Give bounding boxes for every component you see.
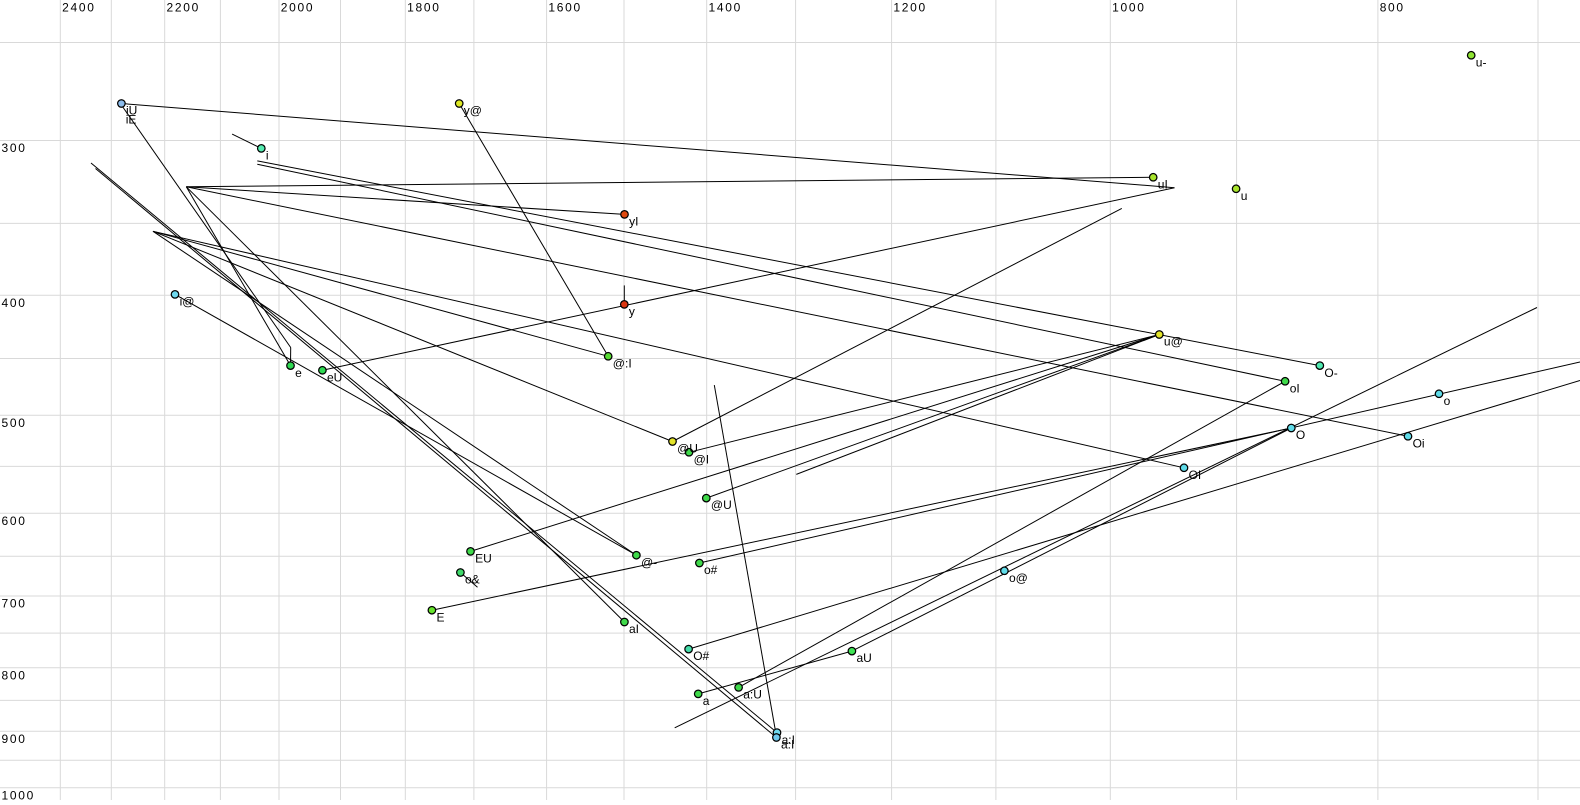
svg-text:a:U: a:U [743,688,762,702]
svg-text:o#: o# [704,563,718,577]
svg-text:500: 500 [2,416,27,430]
svg-text:O-: O- [1324,366,1337,380]
svg-text:@-: @- [641,555,657,569]
svg-text:1000: 1000 [1112,1,1146,15]
svg-text:300: 300 [2,141,27,155]
svg-text:1000: 1000 [2,789,36,801]
svg-text:O#: O# [693,649,709,663]
svg-text:EU: EU [475,552,492,566]
svg-text:o&: o& [465,573,480,587]
svg-text:600: 600 [2,514,27,528]
svg-text:a: a [703,694,710,708]
svg-text:u: u [1241,189,1248,203]
svg-text:o@: o@ [1009,571,1028,585]
svg-text:1800: 1800 [407,1,441,15]
svg-text:o: o [1444,394,1451,408]
svg-text:400: 400 [2,296,27,310]
svg-text:y: y [629,305,635,319]
svg-text:700: 700 [2,597,27,611]
svg-text:1200: 1200 [893,1,927,15]
svg-text:i@: i@ [180,295,195,309]
svg-text:Oi: Oi [1413,436,1425,450]
svg-text:2200: 2200 [167,1,201,15]
svg-text:y@: y@ [464,104,482,118]
svg-text:1600: 1600 [548,1,582,15]
svg-text:i: i [266,149,269,163]
svg-text:E: E [437,610,445,624]
svg-text:aI: aI [629,622,639,636]
svg-text:oI: oI [1290,381,1300,395]
svg-text:e: e [295,366,302,380]
svg-text:@:I: @:I [613,356,632,370]
svg-text:uI: uI [1158,178,1168,192]
svg-text:O: O [1296,428,1305,442]
svg-text:a:I: a:I [781,738,794,752]
svg-text:aU: aU [857,651,872,665]
svg-text:eU: eU [327,370,342,384]
svg-text:2000: 2000 [281,1,315,15]
svg-text:yI: yI [629,215,638,229]
svg-text:OI: OI [1189,468,1202,482]
svg-text:900: 900 [2,732,27,746]
svg-text:@U: @U [711,498,732,512]
svg-text:800: 800 [2,669,27,683]
svg-text:iE: iE [126,113,137,127]
svg-text:1400: 1400 [709,1,743,15]
svg-text:u@: u@ [1164,335,1183,349]
svg-text:2400: 2400 [62,1,96,15]
svg-text:u-: u- [1476,56,1487,70]
svg-text:800: 800 [1380,1,1405,15]
svg-text:@I: @I [694,452,710,466]
